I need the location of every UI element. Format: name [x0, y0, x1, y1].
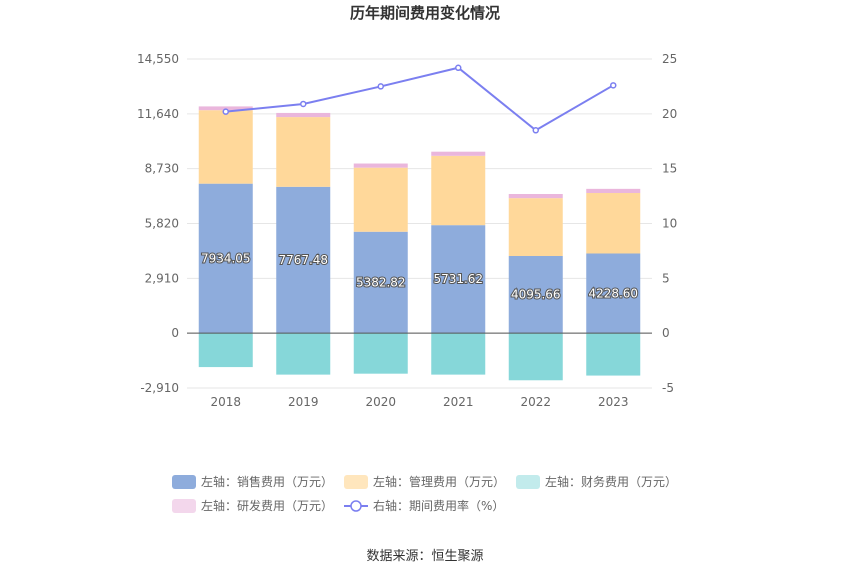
- left-axis-tick-label: 0: [171, 326, 179, 340]
- legend-swatch: [172, 475, 196, 489]
- left-axis-tick-label: 14,550: [137, 52, 179, 66]
- bar-value-label: 5731.62: [433, 272, 483, 286]
- rate-line: [225, 66, 614, 132]
- right-axis-tick-label: 10: [662, 217, 677, 231]
- bar-value-label: 7934.05: [201, 251, 251, 265]
- left-axis-tick-label: 2,910: [145, 271, 179, 285]
- bar-value-label: 5382.82: [356, 275, 406, 289]
- right-axis-tick-label: 15: [662, 162, 677, 176]
- bar-rnd: [508, 193, 563, 199]
- legend-swatch: [516, 475, 540, 489]
- rate-point: [455, 64, 462, 72]
- bar-labels-layer: 7934.05 7767.48 5382.82 5731.62 4095.66 4228.…: [200, 250, 639, 302]
- bars-layer: [198, 106, 641, 381]
- right-axis-tick-label: -5: [662, 381, 674, 395]
- bar-value-label: 4228.60: [588, 286, 638, 300]
- right-axis-tick-label: 0: [662, 326, 670, 340]
- bar-finance: [276, 333, 331, 375]
- bar-sales: [508, 255, 563, 334]
- x-axis-tick-label: 2018: [210, 395, 241, 409]
- bar-admin: [508, 198, 563, 256]
- legend-item-admin: 左轴：管理费用（万元）: [373, 474, 505, 489]
- rate-point: [300, 100, 307, 108]
- bar-sales: [198, 183, 253, 334]
- legend-item-rate: 右轴：期间费用率（%）: [373, 498, 504, 513]
- chart-title: 历年期间费用变化情况: [350, 4, 500, 22]
- left-axis-tick-label: 11,640: [137, 107, 179, 121]
- rate-line-layer: [222, 64, 617, 134]
- x-axis-tick-label: 2020: [365, 395, 396, 409]
- bar-value-label: 7767.48: [278, 253, 328, 267]
- bar-finance: [198, 333, 253, 368]
- bar-admin: [353, 167, 408, 232]
- legend: 左轴：销售费用（万元） 左轴：管理费用（万元） 左轴：财务费用（万元） 左轴：研发费用…: [172, 474, 677, 513]
- bar-sales: [276, 186, 331, 334]
- bar-sales: [431, 225, 486, 334]
- x-axis-tick-label: 2022: [520, 395, 551, 409]
- bar-sales: [353, 231, 408, 334]
- bar-finance: [508, 333, 563, 381]
- legend-item-rnd: 左轴：研发费用（万元）: [201, 498, 333, 513]
- bar-admin: [276, 117, 331, 187]
- bar-rnd: [431, 151, 486, 156]
- bar-rnd: [276, 112, 331, 118]
- bar-admin: [431, 155, 486, 226]
- bar-finance: [353, 333, 408, 374]
- rate-point: [532, 127, 539, 134]
- right-axis-tick-label: 20: [662, 107, 677, 121]
- bar-rnd: [353, 163, 408, 168]
- rate-point: [610, 82, 617, 89]
- rate-point: [222, 108, 229, 115]
- legend-swatch: [172, 499, 196, 513]
- legend-swatch: [344, 475, 368, 489]
- x-axis-tick-label: 2021: [443, 395, 474, 409]
- bar-sales: [586, 253, 641, 334]
- right-axis-tick-label: 25: [662, 52, 677, 66]
- legend-swatch-marker: [350, 500, 362, 512]
- bar-rnd: [586, 188, 641, 194]
- bar-value-label: 4095.66: [511, 288, 561, 302]
- rate-point: [377, 83, 384, 90]
- left-axis-tick-label: -2,910: [140, 381, 179, 395]
- right-axis-tick-label: 5: [662, 271, 670, 285]
- bar-finance: [431, 333, 486, 375]
- data-source: 数据来源：恒生聚源: [366, 549, 483, 564]
- bar-admin: [586, 193, 641, 254]
- axes-layer: 14,550 25 11,640 20 8,730 15 5,820 10 2,910 5 0 0 -2…: [137, 52, 677, 409]
- left-axis-tick-label: 8,730: [145, 162, 179, 176]
- x-axis-tick-label: 2023: [598, 395, 629, 409]
- legend-item-sales: 左轴：销售费用（万元）: [201, 474, 333, 489]
- x-axis-tick-label: 2019: [288, 395, 319, 409]
- legend-item-finance: 左轴：财务费用（万元）: [545, 474, 677, 489]
- bar-admin: [198, 110, 253, 184]
- left-axis-tick-label: 5,820: [145, 217, 179, 231]
- bar-finance: [586, 333, 641, 376]
- bar-rnd: [198, 106, 253, 111]
